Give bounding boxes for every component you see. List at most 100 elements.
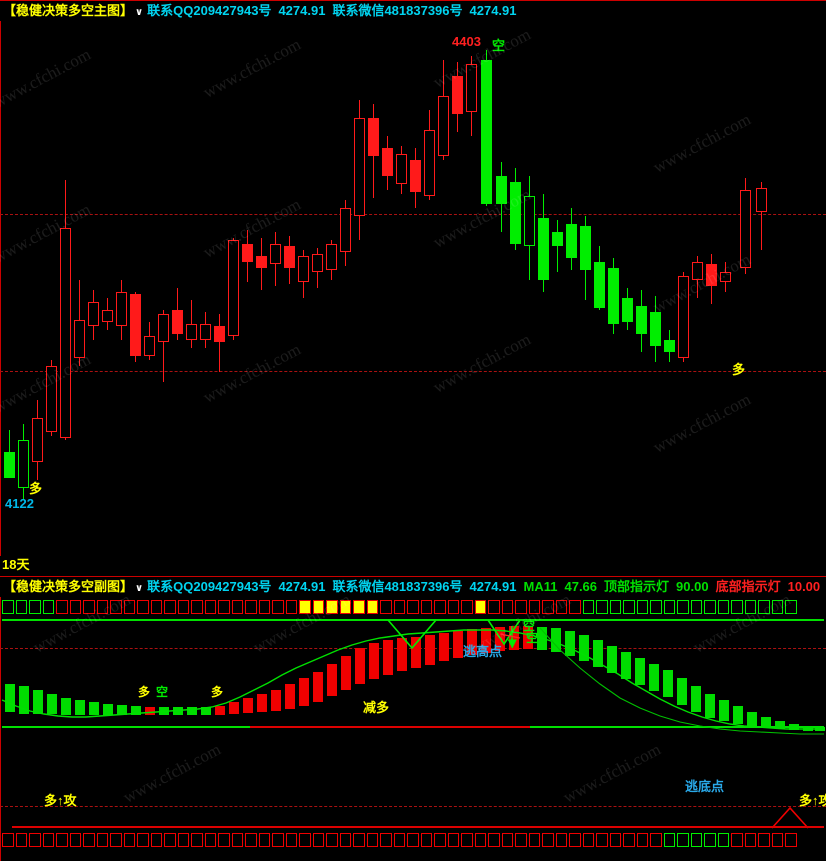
lamp-cell[interactable] bbox=[434, 833, 446, 847]
lamp-cell[interactable] bbox=[56, 833, 68, 847]
main-panel-dropdown-caret[interactable]: ∨ bbox=[135, 7, 144, 18]
lamp-cell[interactable] bbox=[191, 833, 203, 847]
lamp-cell[interactable] bbox=[42, 833, 54, 847]
lamp-cell[interactable] bbox=[650, 833, 662, 847]
sub-panel-dropdown-caret[interactable]: ∨ bbox=[135, 583, 144, 594]
lamp-cell[interactable] bbox=[420, 833, 432, 847]
lamp-cell[interactable] bbox=[83, 833, 95, 847]
lamp-cell[interactable] bbox=[717, 833, 729, 847]
lamp-cell[interactable] bbox=[596, 600, 608, 614]
lamp-cell[interactable] bbox=[569, 833, 581, 847]
lamp-cell[interactable] bbox=[110, 600, 122, 614]
lamp-cell[interactable] bbox=[785, 833, 797, 847]
lamp-cell[interactable] bbox=[380, 600, 392, 614]
lamp-cell[interactable] bbox=[623, 600, 635, 614]
lamp-cell[interactable] bbox=[339, 600, 351, 614]
lamp-cell[interactable] bbox=[272, 600, 284, 614]
lamp-cell[interactable] bbox=[110, 833, 122, 847]
lamp-cell[interactable] bbox=[164, 833, 176, 847]
lamp-cell[interactable] bbox=[15, 833, 27, 847]
lamp-cell[interactable] bbox=[339, 833, 351, 847]
lamp-cell[interactable] bbox=[636, 600, 648, 614]
lamp-cell[interactable] bbox=[353, 833, 365, 847]
lamp-cell[interactable] bbox=[758, 600, 770, 614]
lamp-cell[interactable] bbox=[15, 600, 27, 614]
lamp-cell[interactable] bbox=[177, 600, 189, 614]
lamp-cell[interactable] bbox=[596, 833, 608, 847]
sub-panel-header[interactable]: 【稳健决策多空副图】 ∨ 联系QQ209427943号 4274.91 联系微信4818… bbox=[0, 576, 826, 598]
lamp-cell[interactable] bbox=[758, 833, 770, 847]
lamp-cell[interactable] bbox=[96, 600, 108, 614]
lamp-cell[interactable] bbox=[218, 600, 230, 614]
lamp-cell[interactable] bbox=[771, 600, 783, 614]
lamp-cell[interactable] bbox=[326, 833, 338, 847]
lamp-cell[interactable] bbox=[474, 600, 486, 614]
lamp-cell[interactable] bbox=[204, 833, 216, 847]
lamp-cell[interactable] bbox=[717, 600, 729, 614]
lamp-cell[interactable] bbox=[677, 600, 689, 614]
lamp-cell[interactable] bbox=[164, 600, 176, 614]
lamp-cell[interactable] bbox=[731, 600, 743, 614]
lamp-cell[interactable] bbox=[690, 600, 702, 614]
lamp-cell[interactable] bbox=[461, 833, 473, 847]
lamp-cell[interactable] bbox=[434, 600, 446, 614]
lamp-cell[interactable] bbox=[366, 600, 378, 614]
lamp-cell[interactable] bbox=[528, 600, 540, 614]
lamp-cell[interactable] bbox=[326, 600, 338, 614]
lamp-cell[interactable] bbox=[258, 600, 270, 614]
lamp-cell[interactable] bbox=[272, 833, 284, 847]
lamp-cell[interactable] bbox=[555, 600, 567, 614]
lamp-cell[interactable] bbox=[744, 833, 756, 847]
lamp-cell[interactable] bbox=[177, 833, 189, 847]
lamp-cell[interactable] bbox=[258, 833, 270, 847]
lamp-cell[interactable] bbox=[474, 833, 486, 847]
lamp-cell[interactable] bbox=[123, 833, 135, 847]
lamp-cell[interactable] bbox=[488, 600, 500, 614]
lamp-cell[interactable] bbox=[380, 833, 392, 847]
lamp-cell[interactable] bbox=[515, 833, 527, 847]
lamp-cell[interactable] bbox=[677, 833, 689, 847]
lamp-cell[interactable] bbox=[366, 833, 378, 847]
lamp-cell[interactable] bbox=[299, 600, 311, 614]
lamp-cell[interactable] bbox=[353, 600, 365, 614]
lamp-cell[interactable] bbox=[515, 600, 527, 614]
lamp-cell[interactable] bbox=[609, 833, 621, 847]
lamp-cell[interactable] bbox=[704, 833, 716, 847]
lamp-cell[interactable] bbox=[218, 833, 230, 847]
main-price-chart[interactable] bbox=[0, 21, 826, 556]
lamp-cell[interactable] bbox=[69, 833, 81, 847]
lamp-cell[interactable] bbox=[447, 600, 459, 614]
lamp-cell[interactable] bbox=[2, 600, 14, 614]
lamp-cell[interactable] bbox=[96, 833, 108, 847]
lamp-cell[interactable] bbox=[285, 833, 297, 847]
lamp-cell[interactable] bbox=[231, 600, 243, 614]
lamp-cell[interactable] bbox=[744, 600, 756, 614]
lamp-cell[interactable] bbox=[785, 600, 797, 614]
lamp-cell[interactable] bbox=[663, 833, 675, 847]
lamp-cell[interactable] bbox=[2, 833, 14, 847]
lamp-cell[interactable] bbox=[501, 833, 513, 847]
top-indicator-lamp-strip[interactable] bbox=[0, 600, 826, 614]
lamp-cell[interactable] bbox=[542, 833, 554, 847]
lamp-cell[interactable] bbox=[447, 833, 459, 847]
lamp-cell[interactable] bbox=[137, 600, 149, 614]
lamp-cell[interactable] bbox=[83, 600, 95, 614]
lamp-cell[interactable] bbox=[191, 600, 203, 614]
lamp-cell[interactable] bbox=[528, 833, 540, 847]
lamp-cell[interactable] bbox=[771, 833, 783, 847]
lamp-cell[interactable] bbox=[56, 600, 68, 614]
lamp-cell[interactable] bbox=[582, 600, 594, 614]
lamp-cell[interactable] bbox=[501, 600, 513, 614]
lamp-cell[interactable] bbox=[150, 833, 162, 847]
lamp-cell[interactable] bbox=[731, 833, 743, 847]
lamp-cell[interactable] bbox=[69, 600, 81, 614]
lamp-cell[interactable] bbox=[285, 600, 297, 614]
lamp-cell[interactable] bbox=[609, 600, 621, 614]
lamp-cell[interactable] bbox=[623, 833, 635, 847]
lamp-cell[interactable] bbox=[663, 600, 675, 614]
lamp-cell[interactable] bbox=[393, 833, 405, 847]
lamp-cell[interactable] bbox=[690, 833, 702, 847]
lamp-cell[interactable] bbox=[542, 600, 554, 614]
lamp-cell[interactable] bbox=[245, 600, 257, 614]
lamp-cell[interactable] bbox=[704, 600, 716, 614]
